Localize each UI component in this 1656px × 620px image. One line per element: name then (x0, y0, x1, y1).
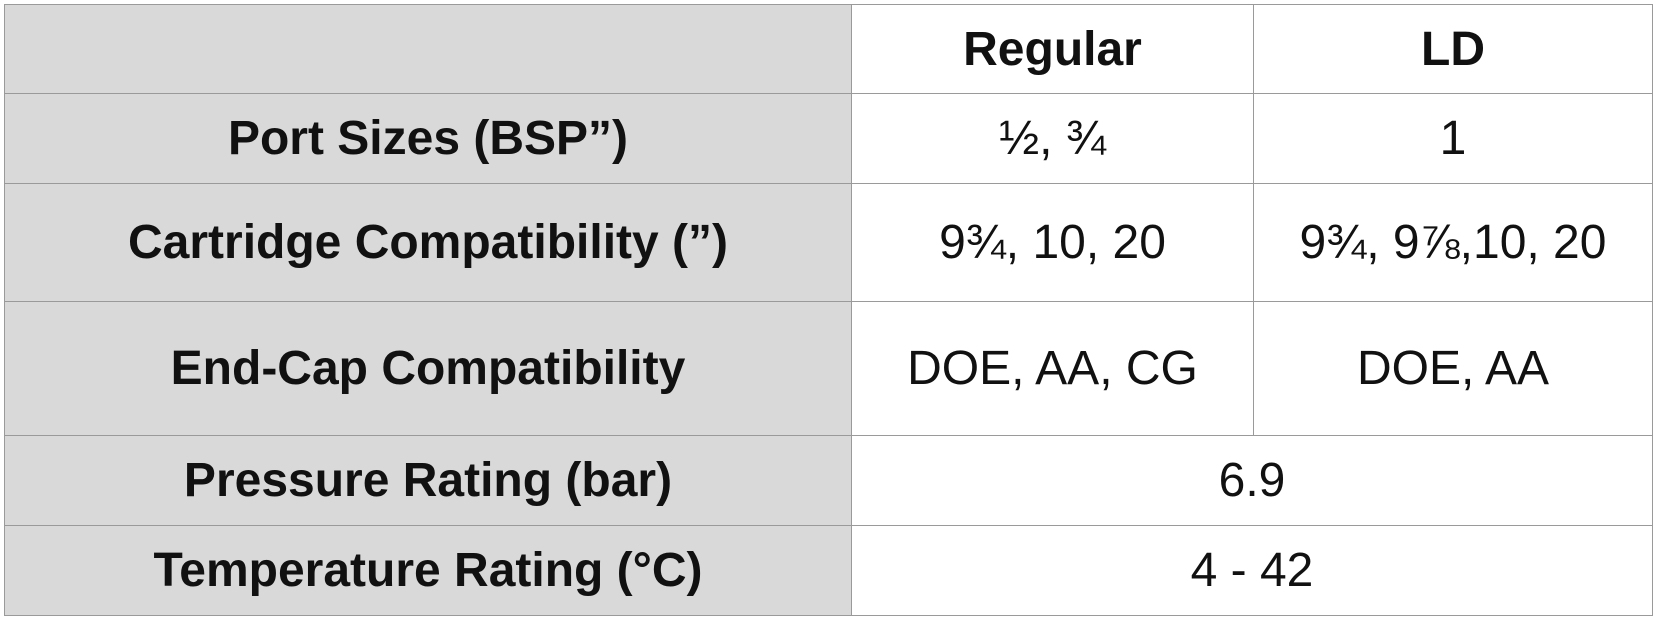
column-header: LD (1253, 4, 1653, 94)
cell: ½, ¾ (851, 93, 1254, 184)
row-label: Pressure Rating (bar) (4, 435, 852, 526)
cell: DOE, AA (1253, 301, 1653, 436)
row-label: Temperature Rating (°C) (4, 525, 852, 616)
cell: 9¾, 9⅞,10, 20 (1253, 183, 1653, 302)
cell: 9¾, 10, 20 (851, 183, 1254, 302)
header-row: Regular LD (4, 4, 1653, 94)
row: Cartridge Compatibility (”) 9¾, 10, 20 9… (4, 183, 1653, 302)
column-header: Regular (851, 4, 1254, 94)
row-label: Port Sizes (BSP”) (4, 93, 852, 184)
cell: 4 - 42 (851, 525, 1653, 616)
cell: DOE, AA, CG (851, 301, 1254, 436)
cell: 6.9 (851, 435, 1653, 526)
row-label: Cartridge Compatibility (”) (4, 183, 852, 302)
row: End-Cap Compatibility DOE, AA, CG DOE, A… (4, 301, 1653, 436)
row: Temperature Rating (°C) 4 - 42 (4, 525, 1653, 616)
corner-cell (4, 4, 852, 94)
row: Pressure Rating (bar) 6.9 (4, 435, 1653, 526)
row-label: End-Cap Compatibility (4, 301, 852, 436)
spec-table: Regular LD Port Sizes (BSP”) ½, ¾ 1 Cart… (4, 4, 1653, 616)
cell: 1 (1253, 93, 1653, 184)
row: Port Sizes (BSP”) ½, ¾ 1 (4, 93, 1653, 184)
